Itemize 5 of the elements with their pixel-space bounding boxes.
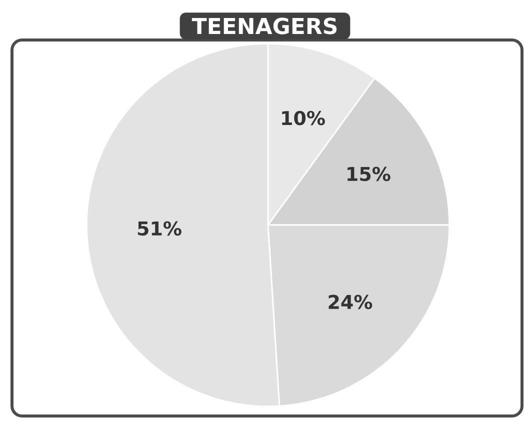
data-label: 10% xyxy=(282,110,325,126)
data-label: 15% xyxy=(348,166,390,182)
data-label: 24% xyxy=(328,294,372,310)
data-label: 51% xyxy=(138,221,182,236)
chart-title: TEENAGERS xyxy=(192,18,337,34)
